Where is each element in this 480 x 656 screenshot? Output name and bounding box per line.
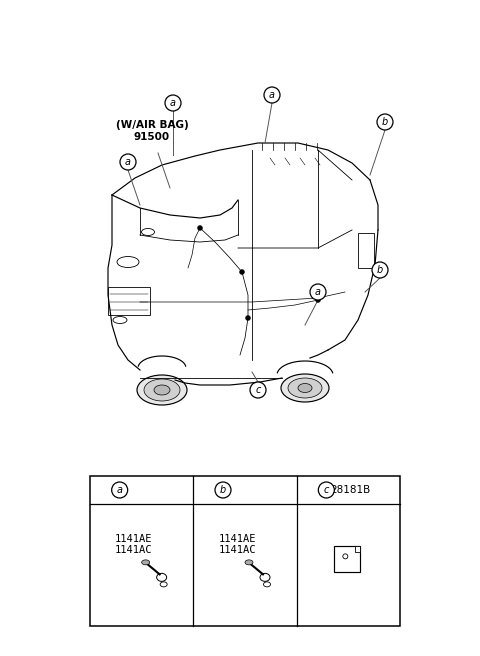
Ellipse shape [137, 375, 187, 405]
Ellipse shape [245, 560, 253, 565]
Circle shape [315, 298, 321, 302]
Ellipse shape [288, 378, 322, 398]
Circle shape [240, 270, 244, 274]
Text: 1141AE: 1141AE [218, 535, 256, 544]
Text: b: b [377, 265, 383, 275]
Ellipse shape [298, 384, 312, 392]
Circle shape [372, 262, 388, 278]
Text: 1141AC: 1141AC [115, 545, 153, 556]
Circle shape [377, 114, 393, 130]
Bar [90, 476, 400, 626]
Text: 1141AC: 1141AC [218, 545, 256, 556]
Ellipse shape [281, 374, 329, 402]
Ellipse shape [144, 379, 180, 401]
Bar [358, 233, 374, 268]
Text: a: a [170, 98, 176, 108]
Circle shape [250, 382, 266, 398]
Circle shape [310, 284, 326, 300]
Text: c: c [324, 485, 329, 495]
Text: a: a [117, 485, 123, 495]
Text: b: b [220, 485, 226, 495]
Circle shape [264, 87, 280, 103]
Circle shape [120, 154, 136, 170]
Bar [108, 287, 150, 315]
Text: a: a [125, 157, 131, 167]
Text: b: b [382, 117, 388, 127]
Text: 1141AE: 1141AE [115, 535, 153, 544]
Circle shape [165, 95, 181, 111]
Polygon shape [355, 546, 360, 552]
Text: 28181B: 28181B [330, 485, 371, 495]
Circle shape [245, 316, 251, 321]
Ellipse shape [154, 385, 170, 395]
Text: a: a [315, 287, 321, 297]
Text: 91500: 91500 [134, 132, 170, 142]
Ellipse shape [142, 560, 150, 565]
Circle shape [112, 482, 128, 498]
Text: a: a [269, 90, 275, 100]
Circle shape [318, 482, 335, 498]
Text: c: c [255, 385, 261, 395]
Text: (W/AIR BAG): (W/AIR BAG) [116, 120, 188, 130]
Circle shape [215, 482, 231, 498]
Circle shape [197, 226, 203, 230]
